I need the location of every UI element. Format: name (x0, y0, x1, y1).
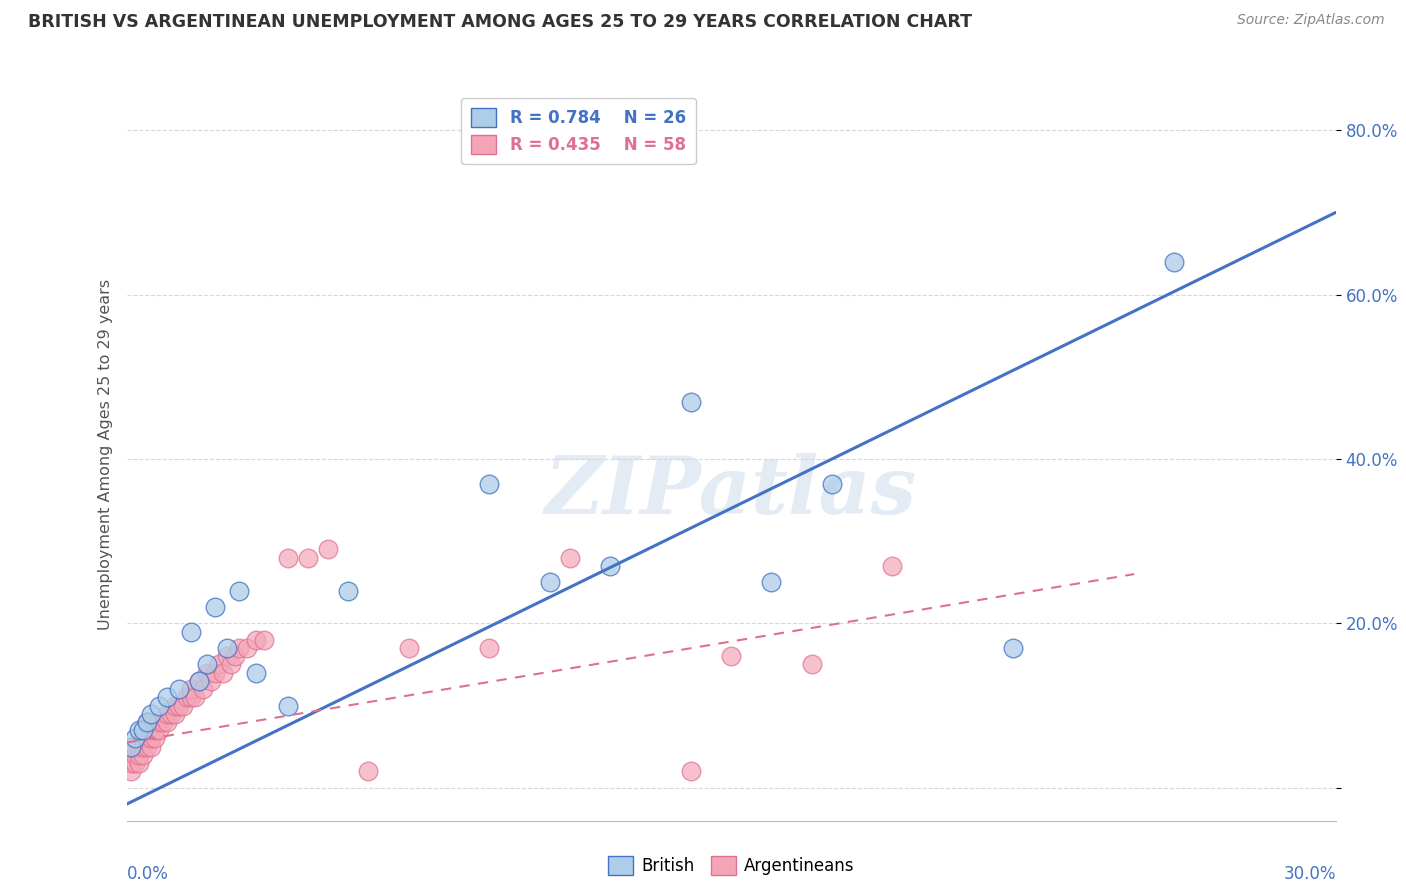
Point (217, 649, 239, 664)
Point (156, 706, 179, 721)
Point (124, 756, 146, 771)
Point (1163, 254, 1185, 268)
Point (139, 723, 162, 738)
Point (188, 673, 211, 688)
Text: Source: ZipAtlas.com: Source: ZipAtlas.com (1237, 13, 1385, 28)
Point (180, 624, 202, 639)
Point (120, 739, 142, 754)
Point (156, 714, 179, 729)
Point (131, 747, 153, 762)
Point (245, 632, 267, 647)
Point (599, 558, 621, 573)
Text: 0.0%: 0.0% (127, 864, 169, 882)
Point (195, 665, 218, 680)
Point (228, 583, 250, 598)
Point (172, 698, 194, 713)
Point (191, 682, 214, 697)
Point (148, 723, 170, 738)
Point (398, 641, 420, 656)
Point (821, 476, 844, 491)
Point (128, 723, 150, 738)
Point (204, 599, 226, 614)
Point (277, 550, 299, 565)
Point (131, 739, 153, 754)
Y-axis label: Unemployment Among Ages 25 to 29 years: Unemployment Among Ages 25 to 29 years (97, 279, 112, 631)
Point (252, 632, 274, 647)
Point (124, 739, 146, 754)
Point (188, 673, 211, 688)
Point (228, 641, 250, 656)
Point (538, 575, 561, 590)
Point (882, 558, 904, 573)
Point (139, 731, 162, 746)
Point (180, 682, 202, 697)
Point (139, 739, 162, 754)
Point (128, 739, 150, 754)
Point (148, 698, 170, 713)
Point (236, 641, 259, 656)
Point (128, 756, 150, 771)
Point (316, 542, 339, 557)
Point (204, 665, 226, 680)
Point (761, 575, 783, 590)
Point (139, 706, 162, 721)
Point (135, 714, 157, 729)
Point (124, 747, 146, 762)
Point (135, 731, 157, 746)
Point (160, 706, 183, 721)
Point (120, 756, 142, 771)
Point (1002, 641, 1025, 656)
Legend: British, Argentineans: British, Argentineans (600, 849, 862, 882)
Point (184, 690, 207, 705)
Point (478, 641, 501, 656)
Point (679, 764, 702, 779)
Text: 30.0%: 30.0% (1284, 864, 1336, 882)
Point (148, 714, 170, 729)
Point (156, 690, 179, 705)
Point (163, 706, 186, 721)
Point (120, 764, 142, 779)
Point (135, 714, 157, 729)
Point (163, 698, 186, 713)
Point (357, 764, 380, 779)
Point (277, 698, 299, 713)
Text: ZIPatlas: ZIPatlas (546, 453, 917, 530)
Point (176, 690, 198, 705)
Point (135, 739, 157, 754)
Point (224, 649, 246, 664)
Point (167, 682, 190, 697)
Point (217, 641, 239, 656)
Point (152, 714, 174, 729)
Point (200, 673, 222, 688)
Point (131, 731, 153, 746)
Point (128, 747, 150, 762)
Point (143, 723, 166, 738)
Point (679, 394, 702, 409)
Text: BRITISH VS ARGENTINEAN UNEMPLOYMENT AMONG AGES 25 TO 29 YEARS CORRELATION CHART: BRITISH VS ARGENTINEAN UNEMPLOYMENT AMON… (28, 13, 972, 31)
Point (180, 690, 202, 705)
Point (124, 731, 146, 746)
Point (212, 665, 235, 680)
Point (131, 723, 153, 738)
Point (297, 550, 319, 565)
Point (800, 657, 823, 672)
Point (337, 583, 360, 598)
Point (195, 657, 218, 672)
Point (143, 731, 166, 746)
Point (478, 476, 501, 491)
Point (720, 649, 742, 664)
Point (245, 665, 267, 680)
Point (558, 550, 581, 565)
Point (221, 657, 243, 672)
Point (208, 657, 231, 672)
Point (167, 698, 190, 713)
